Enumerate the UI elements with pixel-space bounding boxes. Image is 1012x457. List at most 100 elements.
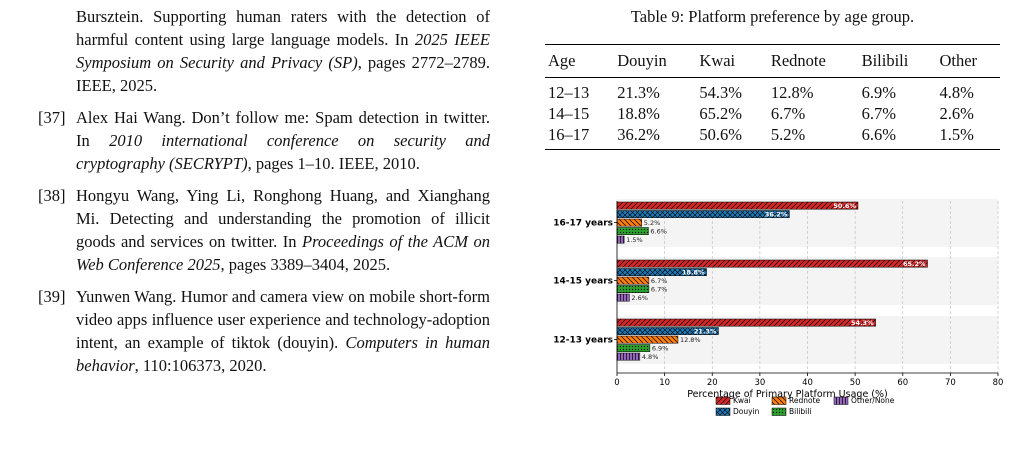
reference-text: Yunwen Wang. Humor and camera view on mo… bbox=[76, 287, 490, 352]
table-cell: 12.8% bbox=[770, 83, 814, 102]
x-tick-label: 30 bbox=[754, 378, 765, 388]
table-cell: 1.5% bbox=[936, 124, 1000, 150]
table-cell: 54.3% bbox=[699, 83, 743, 102]
x-tick-label: 70 bbox=[945, 378, 956, 388]
table-header-row: Age Douyin Kwai Rednote Bilibili Other bbox=[545, 44, 1000, 78]
data-label: 1.5% bbox=[626, 236, 643, 244]
bar-hatch bbox=[617, 344, 650, 352]
y-category-label: 14-15 years bbox=[553, 277, 613, 287]
table-cell: 36.2% bbox=[614, 124, 697, 150]
legend-label: Douyin bbox=[733, 407, 760, 416]
bar-hatch bbox=[617, 219, 642, 227]
reference-text: Alex Hai Wang. Don’t follow me: Spam det… bbox=[76, 108, 490, 150]
legend-swatch-hatch bbox=[772, 397, 786, 405]
x-tick-label: 60 bbox=[897, 378, 908, 388]
reference-text: Hongyu Wang, Ying Li, Ronghong Huang, an… bbox=[76, 186, 490, 251]
table-cell: 12–13 bbox=[548, 83, 590, 102]
data-label: 6.6% bbox=[650, 227, 667, 235]
table-cell: 6.7% bbox=[770, 104, 806, 123]
data-label: 4.8% bbox=[642, 353, 659, 361]
reference-venue: Proceedings of the ACM on Web Conference… bbox=[76, 232, 490, 274]
table-cell: 21.3% bbox=[617, 83, 660, 102]
reference-text: Bursztein. Supporting human raters with … bbox=[76, 7, 490, 49]
bar-hatch bbox=[617, 294, 630, 302]
bar-hatch bbox=[617, 202, 858, 210]
header-rednote: Rednote bbox=[767, 44, 859, 78]
data-label: 6.7% bbox=[651, 277, 668, 285]
legend-swatch-hatch bbox=[834, 397, 848, 405]
platform-usage-chart: 50.6% 36.2% 5.2%6.6% 1.5% 65.2% 18.8% 6.7%6.7%… bbox=[553, 199, 1004, 416]
data-label: 54.3% bbox=[851, 319, 874, 327]
reference-number: [39] bbox=[38, 287, 66, 306]
bar-hatch bbox=[617, 277, 649, 285]
x-tick-label: 0 bbox=[614, 378, 619, 388]
bar-hatch bbox=[617, 285, 649, 293]
table-caption: Table 9: Platform preference by age grou… bbox=[630, 7, 915, 26]
x-tick-label: 80 bbox=[993, 378, 1004, 388]
platform-preference-table: Age Douyin Kwai Rednote Bilibili Other 1… bbox=[545, 44, 1000, 150]
reference-text-end: , pages 3389–3404, 2025. bbox=[220, 255, 391, 274]
data-label: 36.2% bbox=[765, 210, 788, 218]
bar-hatch bbox=[617, 327, 719, 335]
reference-text-end: , pages 1–10. IEEE, 2010. bbox=[247, 154, 420, 173]
table-cell: 2.6% bbox=[939, 104, 974, 123]
reference-venue: 2025 IEEE Symposium on Security and Priv… bbox=[76, 30, 490, 72]
legend-label: Kwai bbox=[733, 396, 751, 405]
bar-hatch bbox=[617, 227, 649, 235]
reference-number: [38] bbox=[38, 186, 66, 205]
reference-38: [38] Hongyu Wang, Ying Li, Ronghong Huan… bbox=[38, 184, 490, 276]
table-cell: 4.8% bbox=[939, 83, 974, 102]
reference-number: [37] bbox=[38, 108, 66, 127]
reference-39: [39] Yunwen Wang. Humor and camera view … bbox=[38, 285, 490, 377]
x-tick-label: 20 bbox=[707, 378, 718, 388]
data-label: 21.3% bbox=[694, 327, 717, 335]
legend-swatch-hatch bbox=[772, 408, 786, 416]
table-row: 12–13 21.3% 54.3% 12.8% 6.9% 4.8% bbox=[545, 78, 1000, 104]
header-age: Age bbox=[545, 44, 615, 78]
bar-hatch bbox=[617, 353, 640, 361]
header-bilibili: Bilibili bbox=[858, 44, 937, 78]
data-label: 50.6% bbox=[833, 202, 856, 210]
x-tick-label: 50 bbox=[850, 378, 861, 388]
table-cell: 6.7% bbox=[861, 104, 896, 123]
table-row: 16–17 36.2% 50.6% 5.2% 6.6% 1.5% bbox=[545, 124, 1000, 150]
y-category-label: 16-17 years bbox=[553, 219, 613, 229]
table-cell: 16–17 bbox=[545, 124, 615, 150]
bar-hatch bbox=[617, 336, 678, 344]
legend-label: Rednote bbox=[789, 396, 821, 405]
x-tick-label: 40 bbox=[802, 378, 813, 388]
table-cell: 6.6% bbox=[858, 124, 937, 150]
legend-swatch-hatch bbox=[716, 397, 730, 405]
legend-label: Other/None bbox=[851, 396, 895, 405]
legend-label: Bilibili bbox=[789, 407, 811, 416]
reference-continuation: Bursztein. Supporting human raters with … bbox=[38, 5, 490, 97]
reference-venue: 2010 international conference on securit… bbox=[76, 131, 490, 173]
y-category-label: 12-13 years bbox=[553, 336, 613, 346]
table-cell: 14–15 bbox=[548, 104, 590, 123]
reference-37: [37] Alex Hai Wang. Don’t follow me: Spa… bbox=[38, 106, 490, 175]
bar-hatch bbox=[617, 210, 790, 218]
header-douyin: Douyin bbox=[614, 44, 697, 78]
x-tick-label: 10 bbox=[659, 378, 670, 388]
data-label: 65.2% bbox=[903, 260, 926, 268]
x-axis-label: Percentage of Primary Platform Usage (%) bbox=[687, 389, 888, 400]
data-label: 6.7% bbox=[651, 285, 668, 293]
bar-hatch bbox=[617, 319, 876, 327]
data-label: 6.9% bbox=[652, 344, 669, 352]
header-other: Other bbox=[936, 44, 1000, 78]
table-cell: 50.6% bbox=[696, 124, 768, 150]
legend-swatch-hatch bbox=[716, 408, 730, 416]
table-row: 14–15 18.8% 65.2% 6.7% 6.7% 2.6% bbox=[545, 103, 1000, 124]
bar-hatch bbox=[617, 236, 625, 244]
table-cell: 65.2% bbox=[699, 104, 743, 123]
table-cell: 6.9% bbox=[861, 83, 896, 102]
data-label: 18.8% bbox=[682, 268, 705, 276]
reference-venue: Computers in human behavior bbox=[76, 333, 491, 375]
bar-hatch bbox=[617, 268, 707, 276]
reference-text-end: , pages 2772–2789. IEEE, 2025. bbox=[76, 53, 490, 95]
table-cell: 18.8% bbox=[617, 104, 660, 123]
bar-hatch bbox=[617, 260, 928, 268]
data-label: 2.6% bbox=[631, 294, 648, 302]
references-column: Bursztein. Supporting human raters with … bbox=[38, 5, 490, 377]
data-label: 5.2% bbox=[644, 219, 661, 227]
